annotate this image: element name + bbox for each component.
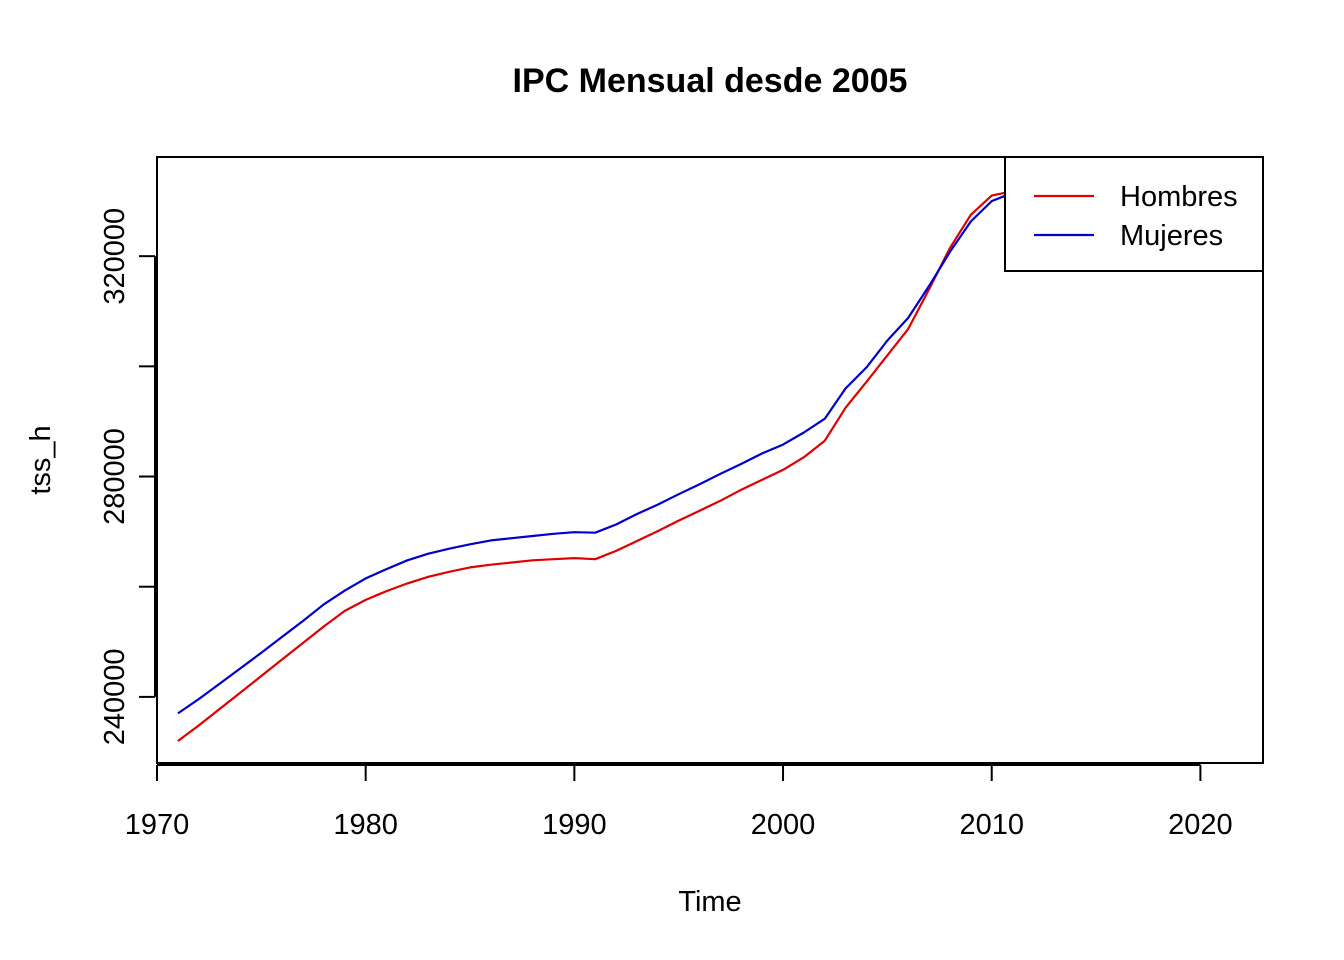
y-axis-label: tss_h	[25, 425, 57, 494]
y-tick-label: 240000	[99, 649, 131, 746]
x-axis: 1970 1980 1990 2000 2010 2020	[125, 764, 1233, 841]
y-tick-label: 320000	[99, 208, 131, 305]
legend-box	[1004, 156, 1264, 272]
series-layer	[177, 190, 1139, 742]
x-tick-label: 2020	[1168, 809, 1233, 841]
x-tick-label: 1980	[333, 809, 398, 841]
x-tick-label: 1970	[125, 809, 190, 841]
y-axis: 240000 280000 320000	[99, 208, 156, 746]
series-line-mujeres	[177, 191, 1138, 715]
x-tick-label: 2010	[959, 809, 1024, 841]
series-line-hombres	[177, 190, 1139, 742]
y-tick-label: 280000	[99, 428, 131, 525]
x-tick-label: 1990	[542, 809, 607, 841]
legend: Hombres Mujeres	[1004, 156, 1264, 272]
legend-label-hombres: Hombres	[1120, 181, 1238, 213]
plot-frame	[156, 156, 1264, 764]
legend-label-mujeres: Mujeres	[1120, 220, 1223, 252]
x-axis-label: Time	[678, 886, 741, 918]
chart-title: IPC Mensual desde 2005	[513, 62, 908, 100]
x-tick-label: 2000	[751, 809, 816, 841]
